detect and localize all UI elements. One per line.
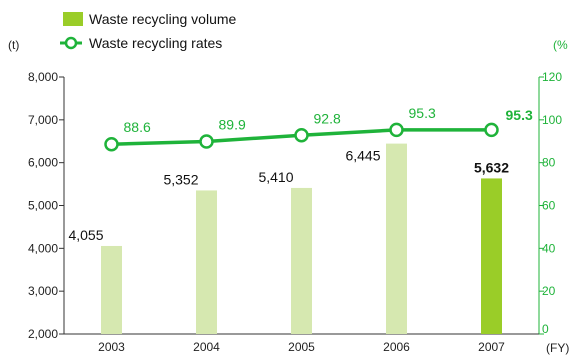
x-axis-unit: (FY) [546, 341, 569, 355]
x-axis-tick-label: 2007 [478, 340, 505, 354]
legend-line-label: Waste recycling rates [89, 35, 222, 51]
right-axis-tick-label: 80 [542, 156, 556, 170]
bar-2006 [386, 143, 407, 334]
legend-bar-label: Waste recycling volume [89, 11, 237, 27]
rate-point-2003 [104, 136, 119, 152]
legend-bar-swatch [63, 12, 83, 26]
right-axis-tick-label: 0 [542, 322, 549, 336]
right-axis-tick-label: 120 [542, 70, 562, 84]
right-axis-tick-label: 40 [542, 241, 556, 255]
left-axis-tick-label: 3,000 [28, 284, 58, 298]
x-axis-tick-label: 2005 [288, 340, 315, 354]
bar-2007 [481, 178, 502, 334]
left-axis-tick-label: 7,000 [28, 113, 58, 127]
bar-value-label: 4,055 [68, 227, 103, 243]
rate-point-2007 [484, 122, 499, 138]
axes: 2,000 3,000 4,000 5,000 6,000 7,000 8,000 0 20 40… [28, 70, 562, 354]
data-labels: 4,055 5,352 5,410 6,445 5,632 88.6 89.9 92.8 95.… [68, 105, 533, 243]
left-axis-unit: (t) [8, 38, 19, 52]
rate-line [104, 122, 499, 152]
rate-value-label: 95.3 [409, 105, 436, 121]
x-axis-tick-label: 2003 [98, 340, 125, 354]
left-axis-tick-label: 2,000 [28, 327, 58, 341]
x-axis-tick-label: 2006 [383, 340, 410, 354]
bar-2003 [101, 245, 122, 334]
right-axis-tick-label: 100 [542, 113, 562, 127]
rate-point-2005 [294, 128, 309, 143]
rate-value-label: 95.3 [506, 107, 533, 123]
bar-2004 [196, 190, 217, 334]
left-axis-tick-label: 4,000 [28, 241, 58, 255]
left-axis-tick-label: 8,000 [28, 70, 58, 84]
bar-value-label: 5,410 [258, 169, 293, 185]
rate-value-label: 92.8 [314, 110, 341, 126]
right-axis-tick-label: 20 [542, 284, 556, 298]
rate-value-label: 88.6 [124, 119, 151, 135]
bar-value-label: 5,632 [474, 159, 509, 175]
bar-value-label: 6,445 [345, 148, 380, 164]
right-axis-tick-label: 60 [542, 199, 556, 213]
bar-2005 [291, 187, 312, 334]
rate-point-2004 [199, 134, 214, 149]
legend: Waste recycling volume Waste recycling r… [60, 11, 237, 51]
legend-line-marker [64, 36, 78, 50]
bars [101, 143, 502, 334]
rate-point-2006 [389, 122, 404, 138]
left-axis-tick-label: 5,000 [28, 199, 58, 213]
left-axis-tick-label: 6,000 [28, 156, 58, 170]
rate-value-label: 89.9 [219, 116, 246, 132]
right-axis-unit: (% [553, 38, 568, 52]
x-axis-tick-label: 2004 [193, 340, 220, 354]
bar-value-label: 5,352 [163, 171, 198, 187]
